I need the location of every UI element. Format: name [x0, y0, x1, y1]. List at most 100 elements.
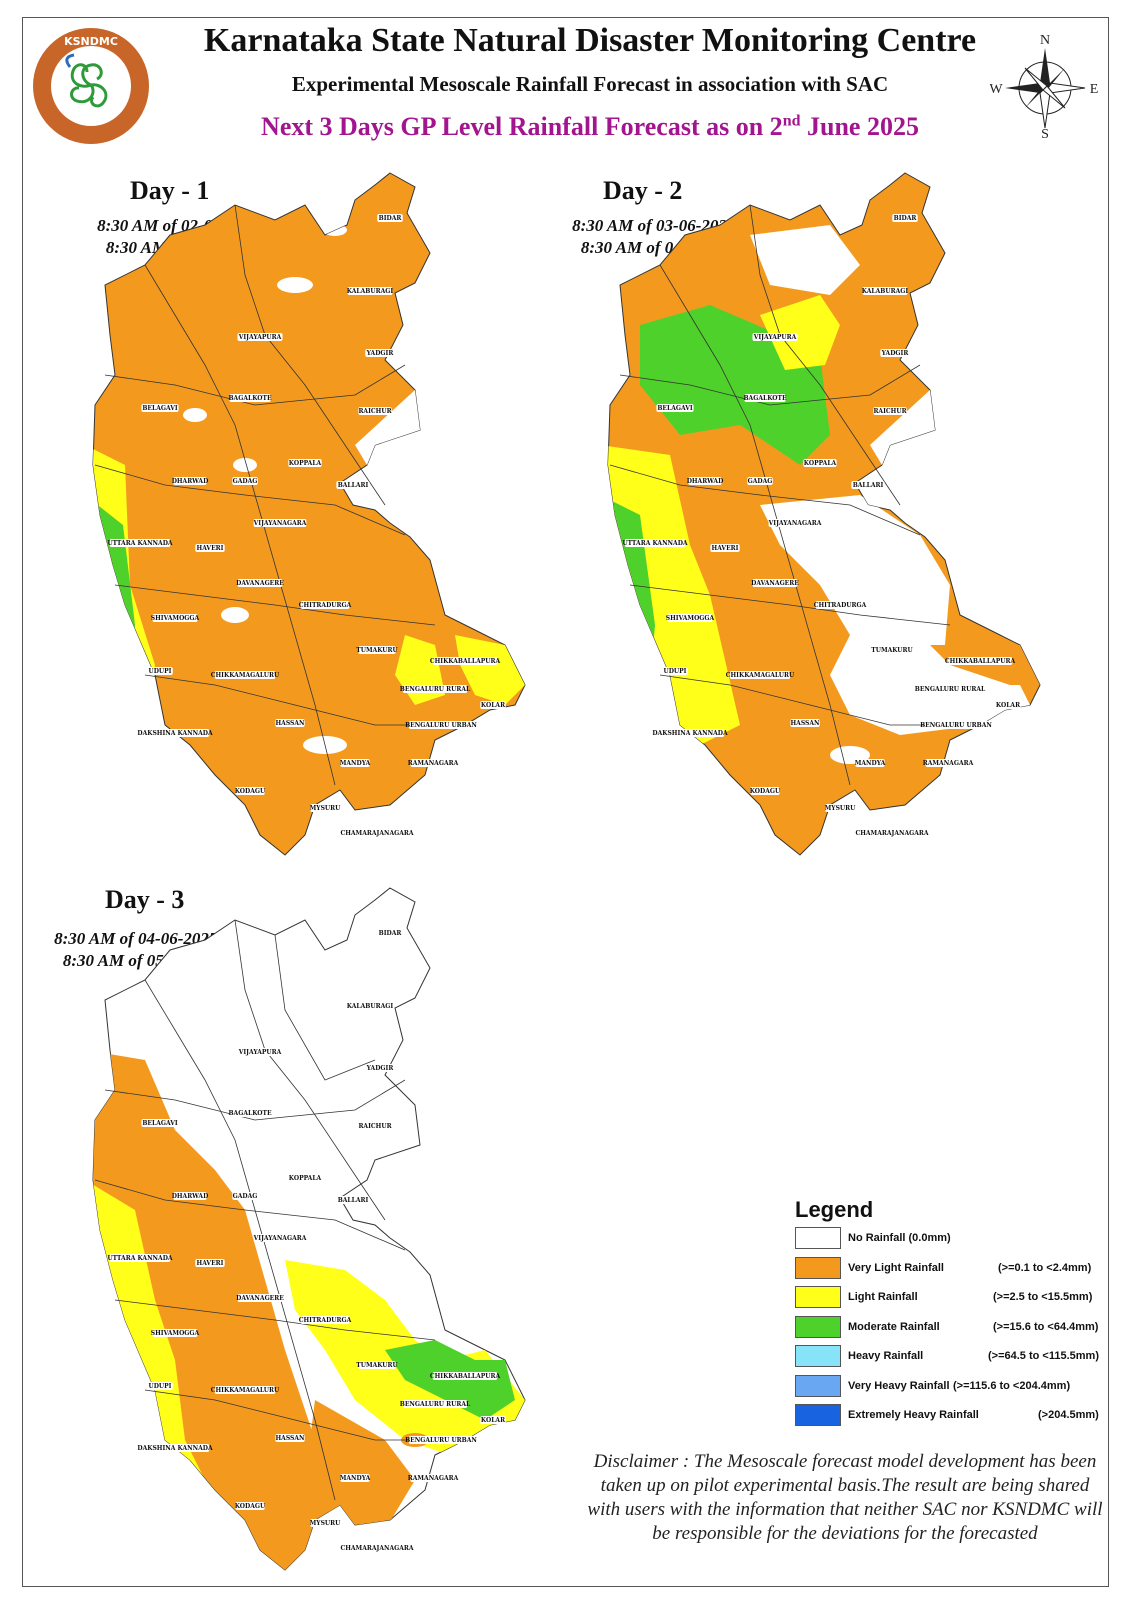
day1-district-label-bg	[402, 685, 468, 693]
day2-district-label: HASSAN	[791, 720, 821, 727]
legend-range: (>=64.5 to <115.5mm)	[988, 1350, 1099, 1362]
day3-district-label: HASSAN	[276, 1435, 306, 1442]
day1-district-label: HASSAN	[276, 720, 306, 727]
day2-district-label-bg	[624, 539, 686, 547]
day1-district-label: MYSURU	[310, 805, 341, 812]
day3-district-label: VIJAYAPURA	[238, 1049, 282, 1056]
day1-district-label-bg	[147, 667, 173, 675]
day2-district-label: SHIVAMOGGA	[666, 615, 715, 622]
day3-district-label: SHIVAMOGGA	[151, 1330, 200, 1337]
day2-district-label-bg	[688, 477, 722, 485]
day1-district-label-bg	[310, 804, 340, 812]
day3-district-label: CHITRADURGA	[299, 1317, 352, 1324]
day1-district-label: DAVANAGERE	[236, 580, 284, 587]
day1-district-label-bg	[480, 701, 506, 709]
legend-label: No Rainfall (0.0mm)	[848, 1232, 951, 1244]
forecast-title-sup: nd	[782, 112, 801, 130]
forecast-title-suffix: June 2025	[800, 112, 919, 141]
day1-district-label: CHAMARAJANAGARA	[340, 830, 413, 837]
day1-district-label: BENGALURU RURAL	[400, 686, 471, 693]
day3-district-label-bg	[237, 1294, 283, 1302]
day2-district-label: VIJAYANAGARA	[768, 520, 822, 527]
day3-district-label: HAVERI	[197, 1260, 224, 1267]
day3-district-label: UDUPI	[149, 1383, 172, 1390]
day1-district-label: CHITRADURGA	[299, 602, 352, 609]
day3-district-label-bg	[140, 1444, 210, 1452]
day1-district-label-bg	[152, 614, 198, 622]
day3-district-label-bg	[336, 1196, 370, 1204]
day1-district-label-bg	[275, 719, 305, 727]
day3-district-label-bg	[344, 1544, 410, 1552]
logo-text: KSNDMC	[64, 35, 118, 48]
day1-district-label-bg	[336, 481, 370, 489]
day3-district-label-bg	[432, 1372, 498, 1380]
day2-district-label-bg	[747, 477, 773, 485]
day3-district-label: KOPPALA	[289, 1175, 322, 1182]
day3-district-label-bg	[377, 929, 403, 937]
day3-district-label: BENGALURU URBAN	[405, 1437, 477, 1444]
day3-district-label-bg	[310, 1519, 340, 1527]
day3-district-labels: BIDAR KALABURAGI VIJAYAPURA YADGIR BELAGAVI B…	[107, 929, 506, 1552]
day3-district-label-bg	[253, 1234, 307, 1242]
day1-district-label-bg	[365, 349, 395, 357]
day1-district-label-bg	[140, 729, 210, 737]
day1-district-label: KOPPALA	[289, 460, 322, 467]
day2-district-label-bg	[917, 685, 983, 693]
day2-district-label-bg	[662, 667, 688, 675]
day3-district-label: BENGALURU RURAL	[400, 1401, 471, 1408]
legend-swatch	[795, 1404, 841, 1426]
legend-range: (>=0.1 to <2.4mm)	[998, 1261, 1092, 1274]
day2-district-label-bg	[768, 519, 822, 527]
day1-district-label-bg	[237, 579, 283, 587]
day2-district-label: BALLARI	[853, 482, 884, 489]
day1-district-label-bg	[358, 407, 392, 415]
day1-map: BIDAR KALABURAGI VIJAYAPURA YADGIR BELAGAVI B…	[92, 172, 526, 856]
day2-district-label-bg	[873, 407, 907, 415]
compass-n: N	[1040, 33, 1050, 48]
day1-district-label-bg	[432, 657, 498, 665]
day2-district-label-bg	[815, 601, 865, 609]
legend-range: (>=115.6 to <204.4mm)	[953, 1379, 1071, 1392]
day2-map: BIDAR KALABURAGI VIJAYAPURA YADGIR BELAGAVI B…	[607, 172, 1041, 856]
day1-district-label: CHIKKABALLAPURA	[430, 658, 501, 665]
day1-district-label: VIJAYANAGARA	[253, 520, 307, 527]
day3-district-label: KALABURAGI	[347, 1003, 394, 1010]
day3-district-label: CHIKKAMAGALURU	[211, 1387, 280, 1394]
day1-district-label: RAICHUR	[358, 408, 392, 415]
day1-district-label-bg	[347, 287, 393, 295]
day3-district-label-bg	[358, 1122, 392, 1130]
day3-district-label-bg	[300, 1316, 350, 1324]
legend-range: (>=2.5 to <15.5mm)	[993, 1291, 1093, 1303]
day2-district-label-bg	[752, 579, 798, 587]
legend-label: Light Rainfall	[848, 1291, 918, 1303]
day3-district-label: BAGALKOTE	[228, 1110, 271, 1117]
day2-district-label: BAGALKOTE	[743, 395, 786, 402]
day2-district-label: YADGIR	[881, 350, 910, 357]
day2-district-label-bg	[729, 671, 791, 679]
day1-district-label: UTTARA KANNADA	[107, 540, 172, 547]
day2-district-label-bg	[655, 729, 725, 737]
day1-district-label-bg	[288, 459, 322, 467]
day1-district-label: VIJAYAPURA	[238, 334, 282, 341]
day3-district-label: GADAG	[233, 1193, 258, 1200]
day3-district-label: RAICHUR	[358, 1123, 392, 1130]
legend-swatch	[795, 1227, 841, 1249]
day1-district-label-bg	[340, 759, 370, 767]
day2-district-label-bg	[862, 287, 908, 295]
day2-label: Day - 2	[603, 176, 683, 205]
day3-district-label-bg	[152, 1329, 198, 1337]
day2-district-label: TUMAKURU	[871, 647, 913, 654]
day3-district-label: DAVANAGERE	[236, 1295, 284, 1302]
day3-district-label-bg	[237, 1048, 283, 1056]
day2-district-label: BENGALURU URBAN	[920, 722, 992, 729]
day1-district-label: BALLARI	[338, 482, 369, 489]
day1-district-label-bg	[358, 646, 396, 654]
day2-district-label: DAVANAGERE	[751, 580, 799, 587]
day3-district-label-bg	[275, 1434, 305, 1442]
day3-district-label: KODAGU	[235, 1503, 266, 1510]
day1-district-label: KOLAR	[481, 702, 506, 709]
day1-district-label: BIDAR	[379, 215, 403, 222]
day1-district-label-bg	[344, 829, 410, 837]
day3-district-label: TUMAKURU	[356, 1362, 398, 1369]
day3-district-label-bg	[408, 1436, 474, 1444]
